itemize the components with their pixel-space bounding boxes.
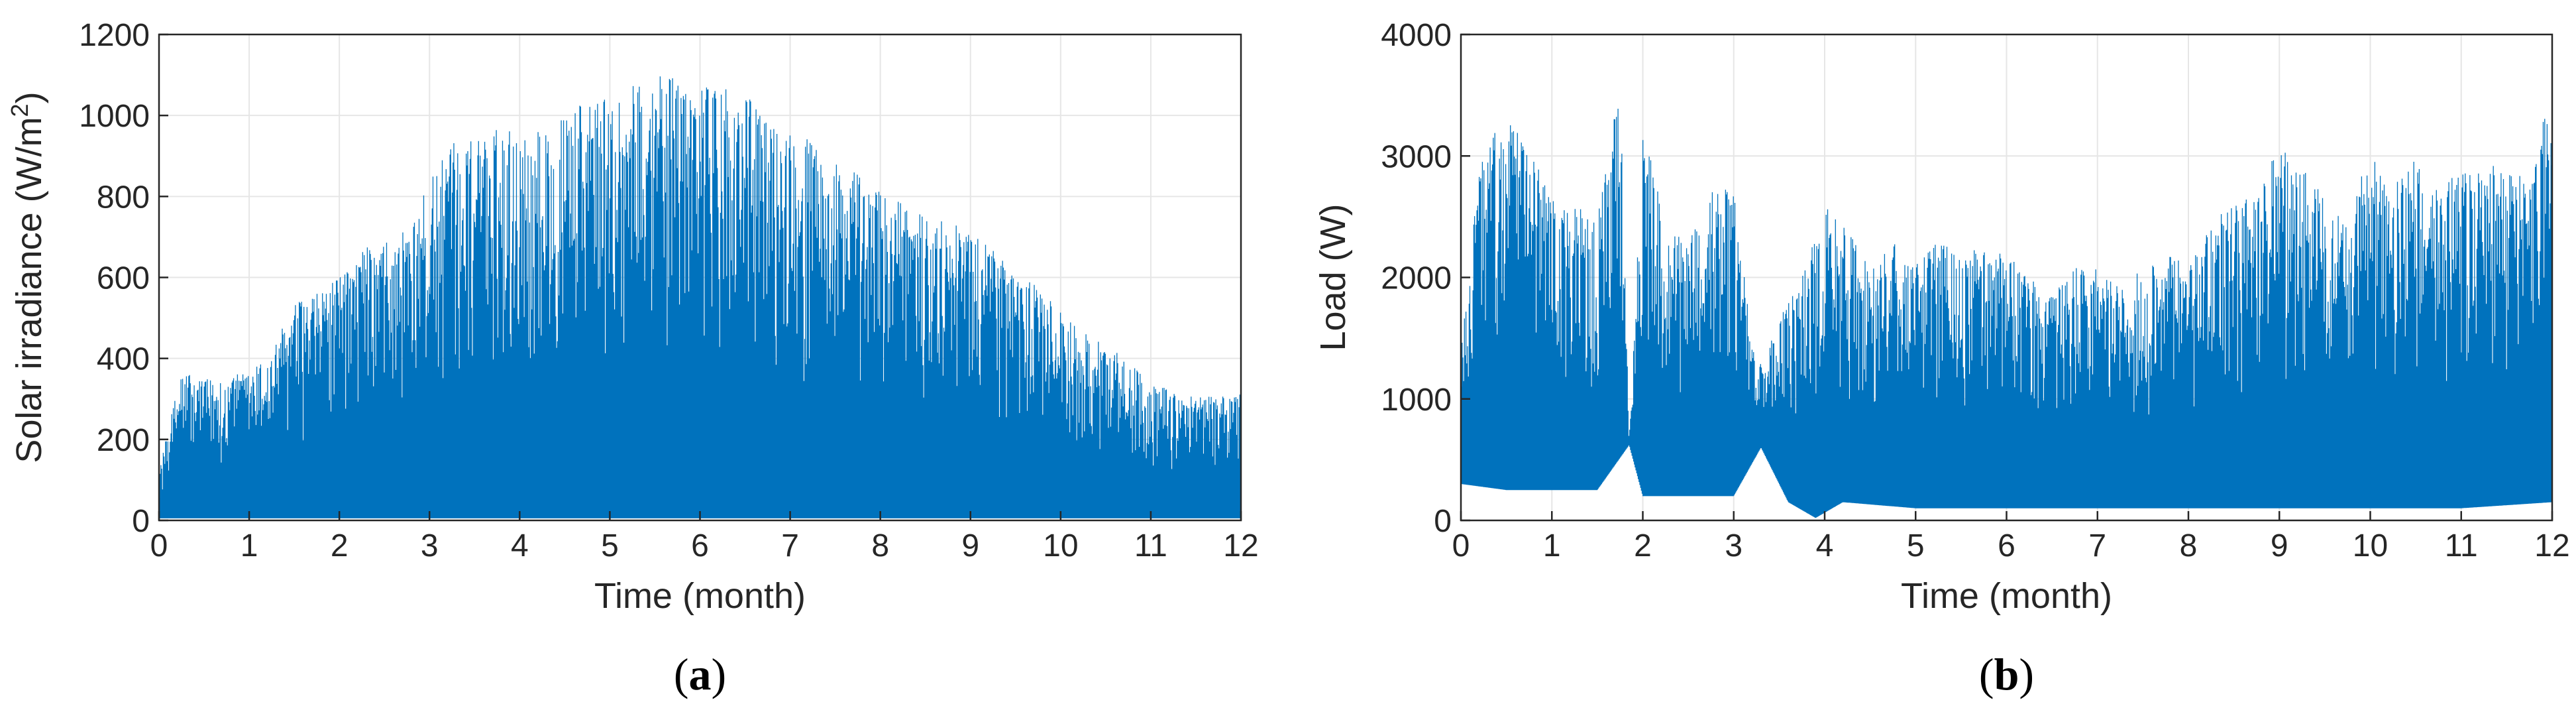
chart-b-x-tick-label: 11 [2445, 528, 2478, 563]
chart-a-x-tick-label: 4 [511, 528, 529, 563]
chart-a-x-tick-label: 8 [871, 528, 889, 563]
chart-b-x-tick-label: 1 [1543, 528, 1561, 563]
chart-a-panel-label: (a) [674, 649, 726, 699]
chart-a-x-tick-label: 6 [691, 528, 709, 563]
chart-b-panel-label: (b) [1979, 649, 2034, 699]
chart-b-x-ticks: 0 1 2 3 4 5 6 7 8 9 10 11 12 [1452, 511, 2570, 563]
chart-b-x-tick-label: 0 [1452, 528, 1470, 563]
chart-a-x-tick-label: 11 [1134, 528, 1167, 563]
chart-b-x-tick-label: 12 [2534, 528, 2569, 563]
chart-a-x-tick-label: 5 [601, 528, 619, 563]
chart-a-y-axis-label: Solar irradiance (W/m2) [6, 91, 50, 463]
chart-b-x-tick-label: 5 [1907, 528, 1925, 563]
chart-b-x-tick-label: 2 [1634, 528, 1652, 563]
chart-b-x-tick-label: 6 [1998, 528, 2015, 563]
chart-a-y-tick-label: 200 [97, 423, 150, 458]
chart-a-y-tick-label: 800 [97, 180, 150, 215]
chart-a-series-line [158, 76, 1242, 518]
chart-a-x-tick-label: 10 [1043, 528, 1078, 563]
chart-a-y-tick-label: 600 [97, 261, 150, 296]
chart-b-y-ticks: 0 1000 2000 3000 4000 [1381, 18, 1470, 539]
chart-a-x-tick-label: 1 [241, 528, 258, 563]
chart-a-y-tick-label: 400 [97, 342, 150, 377]
chart-b-x-tick-label: 9 [2271, 528, 2288, 563]
chart-b-x-tick-label: 4 [1816, 528, 1834, 563]
chart-b-x-tick-label: 10 [2353, 528, 2388, 563]
chart-b-x-tick-label: 7 [2088, 528, 2106, 563]
chart-a-x-tick-label: 9 [961, 528, 979, 563]
chart-a-y-tick-label: 0 [132, 504, 150, 539]
chart-a-x-tick-label: 0 [150, 528, 168, 563]
chart-b-x-axis-label: Time (month) [1901, 576, 2112, 616]
chart-b-y-tick-label: 3000 [1381, 139, 1452, 174]
chart-b-y-axis-label: Load (W) [1313, 204, 1353, 351]
chart-b-y-tick-label: 2000 [1381, 261, 1452, 296]
chart-b-y-tick-label: 4000 [1381, 18, 1452, 53]
chart-b-x-tick-label: 8 [2180, 528, 2198, 563]
chart-b-y-tick-label: 0 [1434, 504, 1452, 539]
chart-a-x-tick-label: 2 [331, 528, 349, 563]
chart-b-x-tick-label: 3 [1725, 528, 1743, 563]
chart-a-series [158, 76, 1242, 518]
chart-a-x-ticks: 0 1 2 3 4 5 6 7 8 9 10 11 12 [150, 511, 1259, 563]
chart-a-x-tick-label: 12 [1223, 528, 1258, 563]
chart-a-y-tick-label: 1200 [79, 18, 150, 53]
chart-a-y-ticks: 0 200 400 600 800 1000 1200 [79, 18, 168, 539]
chart-a-x-tick-label: 7 [781, 528, 799, 563]
chart-a-x-tick-label: 3 [421, 528, 439, 563]
chart-b-y-tick-label: 1000 [1381, 383, 1452, 418]
chart-a-x-axis-label: Time (month) [594, 576, 806, 616]
chart-a-y-tick-label: 1000 [79, 99, 150, 134]
